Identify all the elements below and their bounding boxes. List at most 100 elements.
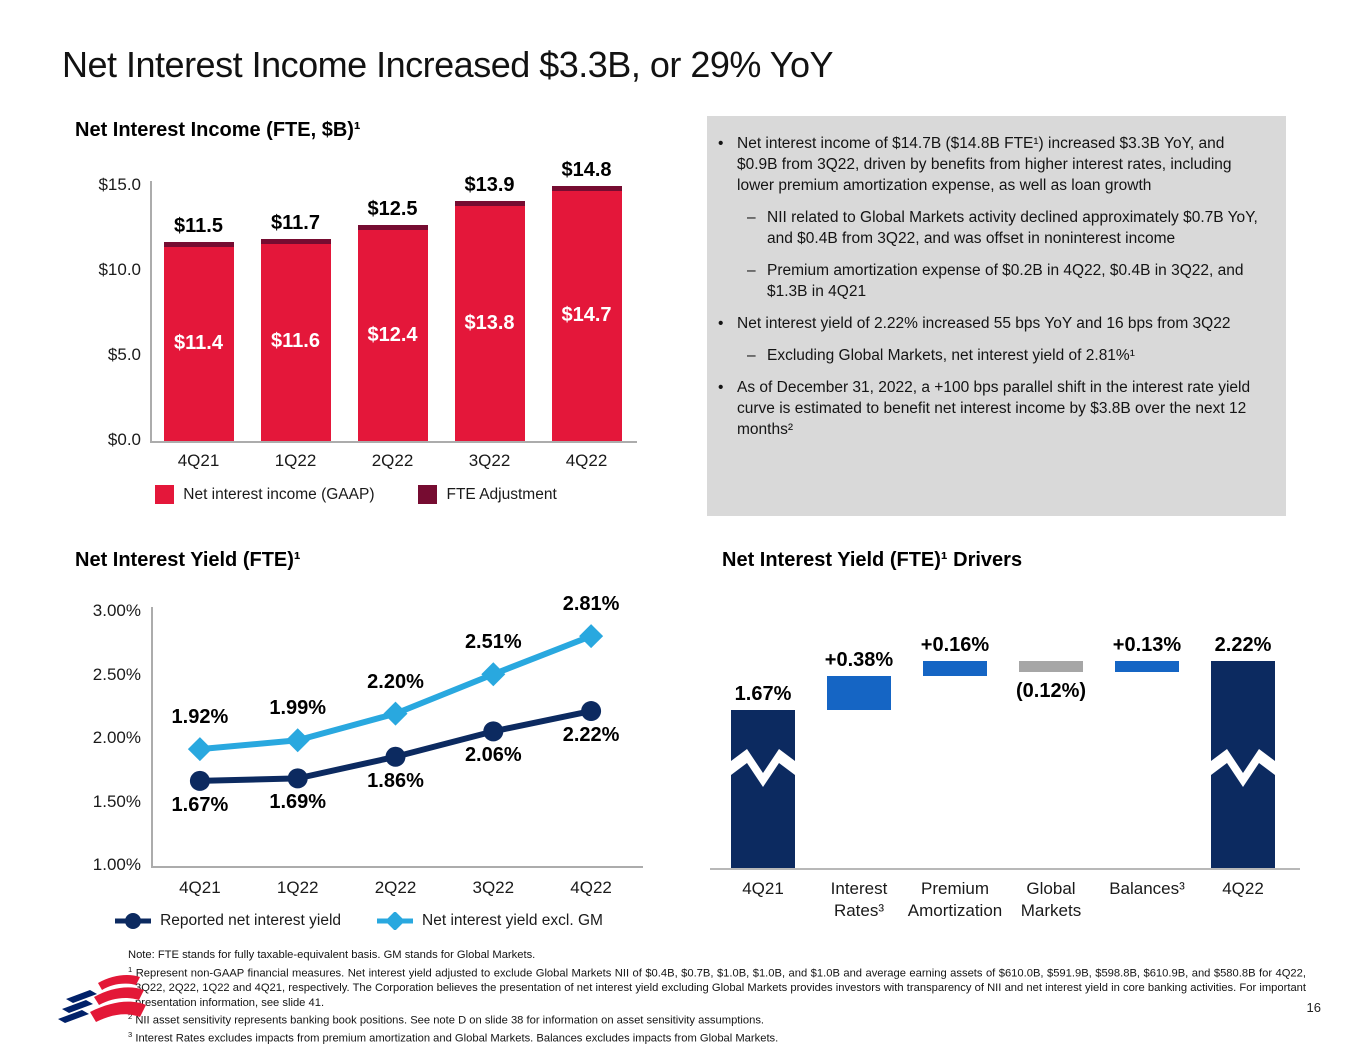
- footnote-marker: 3: [128, 1030, 133, 1040]
- bar-segment-gaap: [260, 243, 331, 441]
- y-tick-label: 1.50%: [92, 791, 141, 811]
- commentary-item: • As of December 31, 2022, a +100 bps par…: [707, 377, 1286, 440]
- bar-value-label: $14.7: [561, 304, 612, 327]
- x-axis-line: [710, 868, 1300, 870]
- bullet-marker: •: [718, 135, 724, 152]
- point-value-label: 2.22%: [562, 724, 620, 747]
- footnote-text: Interest Rates excludes impacts from pre…: [132, 1033, 779, 1046]
- x-axis-label: 4Q22: [1222, 879, 1264, 898]
- commentary-text: NII related to Global Markets activity d…: [767, 209, 1258, 247]
- x-axis-label: Premium Amortization: [907, 879, 1003, 921]
- bullet-marker: •: [718, 315, 724, 332]
- nii-chart-heading: Net Interest Income (FTE, $B)¹: [75, 119, 361, 141]
- footnote: 1 Represent non-GAAP financial measures.…: [128, 963, 1306, 1011]
- legend-item: Net interest income (GAAP): [155, 485, 374, 504]
- x-axis-label: 2Q22: [371, 451, 414, 470]
- x-axis-label: 2Q22: [374, 878, 417, 897]
- bar-total-label: $11.7: [271, 211, 320, 234]
- commentary-item: • Net interest yield of 2.22% increased 5…: [707, 313, 1286, 334]
- point-value-label: 2.51%: [464, 631, 522, 654]
- point-value-label: 1.99%: [269, 697, 327, 720]
- legend-item: FTE Adjustment: [418, 485, 557, 504]
- legend-swatch: [155, 485, 175, 504]
- bar-total-label: $13.9: [464, 174, 515, 197]
- commentary-item: – Excluding Global Markets, net interest …: [707, 345, 1286, 366]
- net-interest-yield-chart: 3.00% 2.50% 2.00% 1.50% 1.00% 1.67% 1.69% 1.86%…: [75, 593, 680, 953]
- commentary-panel: [707, 116, 1286, 516]
- point-value-label: 1.86%: [367, 769, 424, 792]
- diamond-data-point: [383, 701, 408, 726]
- y-tick-label: 3.00%: [92, 601, 141, 620]
- y-tick-label: 2.00%: [92, 728, 141, 747]
- x-axis-label: 4Q21: [177, 451, 220, 470]
- diamond-data-point: [285, 728, 310, 753]
- legend-label: Net interest income (GAAP): [183, 485, 375, 503]
- circle-data-point: [581, 701, 602, 722]
- axis-break-icon: [1211, 749, 1275, 787]
- line-chart-legend: Reported net interest yield Net interest …: [75, 912, 643, 930]
- bullet-marker: –: [747, 209, 756, 226]
- waterfall-bar-total: [1211, 660, 1275, 868]
- niy-chart-heading: Net Interest Yield (FTE)¹: [75, 549, 301, 571]
- legend-label: Reported net interest yield: [160, 912, 342, 929]
- diamond-data-point: [579, 624, 604, 649]
- point-value-label: 2.20%: [367, 670, 424, 693]
- footnote-marker: 1: [128, 964, 133, 974]
- bar-segment-fte-adjustment: [260, 238, 331, 244]
- bullet-marker: –: [747, 262, 756, 279]
- y-axis-line: [151, 607, 153, 866]
- y-tick-label: 1.00%: [92, 855, 141, 874]
- commentary-item: – NII related to Global Markets activity …: [707, 207, 1286, 249]
- commentary-list: • Net interest income of $14.7B ($14.8B F…: [707, 133, 1286, 451]
- x-axis-line: [151, 866, 643, 868]
- waterfall-value-label: 1.67%: [734, 683, 792, 705]
- legend-label: FTE Adjustment: [446, 485, 557, 503]
- waterfall-value-label: +0.16%: [920, 634, 990, 657]
- commentary-item: • Net interest income of $14.7B ($14.8B F…: [707, 133, 1286, 196]
- x-axis-label: Interest Rates³: [830, 879, 888, 921]
- footnote: 3 Interest Rates excludes impacts from p…: [128, 1028, 1306, 1046]
- footnote: 2 NII asset sensitivity represents banki…: [128, 1010, 1306, 1028]
- net-interest-income-chart: $0.0 $5.0 $10.0 $15.0 $11.5 $11.4 4Q21 $11.7 $11…: [75, 159, 680, 523]
- bar-chart-legend: Net interest income (GAAP) FTE Adjustment: [75, 485, 637, 504]
- drivers-chart-heading: Net Interest Yield (FTE)¹ Drivers: [722, 549, 1023, 571]
- bar-value-label: $11.6: [271, 330, 320, 353]
- x-axis-label: 4Q21: [179, 878, 221, 897]
- y-tick-label: $15.0: [98, 175, 141, 194]
- y-tick-label: 2.50%: [92, 664, 141, 684]
- circle-data-point: [385, 746, 406, 767]
- x-axis-label: 4Q22: [570, 878, 612, 897]
- bar-segment-gaap: [163, 247, 234, 441]
- page-title: Net Interest Income Increased $3.3B, or …: [62, 44, 833, 85]
- point-value-label: 2.81%: [562, 593, 620, 616]
- bank-of-america-logo: [58, 975, 146, 1023]
- diamond-data-point: [481, 662, 506, 687]
- waterfall-bar-decrease: [1019, 661, 1083, 673]
- y-tick-label: $10.0: [98, 260, 141, 279]
- page-number: 16: [1306, 1000, 1321, 1015]
- bullet-marker: •: [718, 379, 724, 396]
- point-value-label: 1.69%: [269, 791, 327, 814]
- legend-swatch: [418, 485, 438, 504]
- waterfall-bar-total: [731, 710, 795, 868]
- legend-item: Net interest yield excl. GM: [377, 912, 603, 930]
- x-axis-label: 1Q22: [276, 878, 319, 897]
- circle-marker-icon: [115, 913, 152, 929]
- bar-segment-fte-adjustment: [551, 186, 622, 192]
- footnote-marker: 2: [128, 1012, 133, 1022]
- bar-segment-fte-adjustment: [357, 225, 428, 231]
- bar-total-label: $14.8: [561, 159, 612, 182]
- bar-segment-fte-adjustment: [163, 242, 234, 248]
- diamond-data-point: [187, 737, 212, 762]
- waterfall-value-label: +0.38%: [824, 648, 894, 671]
- y-tick-label: $5.0: [107, 345, 141, 364]
- bar-segment-fte-adjustment: [454, 201, 525, 207]
- footnote-note: Note: FTE stands for fully taxable-equiv…: [128, 949, 536, 961]
- legend-item: Reported net interest yield: [115, 912, 341, 930]
- bar-value-label: $11.4: [174, 332, 223, 355]
- bar-segment-gaap: [551, 191, 622, 441]
- x-axis-label: 4Q21: [742, 879, 784, 898]
- footnotes: Note: FTE stands for fully taxable-equiv…: [128, 948, 1306, 1047]
- x-axis-label: 1Q22: [274, 451, 317, 470]
